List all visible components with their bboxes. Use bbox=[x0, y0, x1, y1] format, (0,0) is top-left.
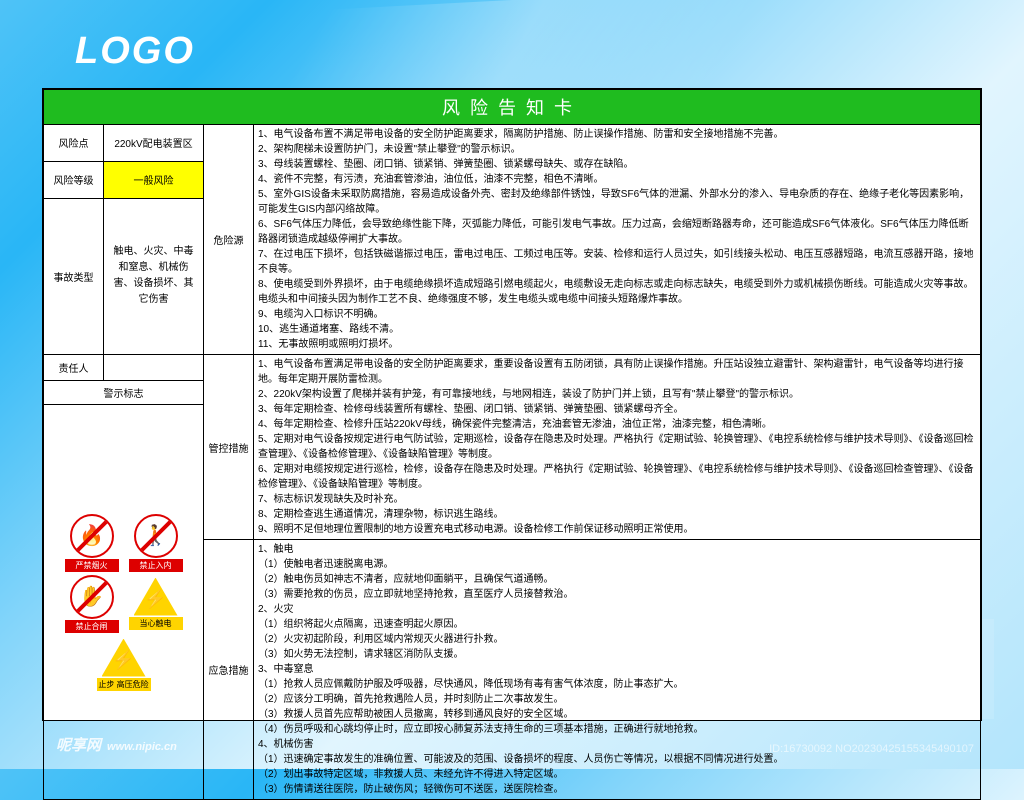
val-accident: 触电、火灾、中毒和窒息、机械伤害、设备损坏、其它伤害 bbox=[104, 198, 204, 354]
risk-card: 风险告知卡 风险点 220kV配电装置区 危险源 1、电气设备布置不满足带电设备… bbox=[42, 88, 982, 721]
label-hazard: 危险源 bbox=[204, 125, 254, 355]
sign-4: ⚡止步 高压危险 bbox=[97, 636, 151, 691]
control-content: 1、电气设备布置满足带电设备的安全防护距离要求，重要设备设置有五防闭锁，具有防止… bbox=[254, 355, 981, 540]
sign-2: ✋禁止合闸 bbox=[65, 575, 119, 633]
sign-1: 🚶禁止入内 bbox=[129, 514, 183, 572]
risk-table: 风险告知卡 风险点 220kV配电装置区 危险源 1、电气设备布置不满足带电设备… bbox=[43, 89, 981, 800]
sign-0: 🔥严禁烟火 bbox=[65, 514, 119, 572]
val-risklevel: 一般风险 bbox=[104, 161, 204, 198]
label-control: 管控措施 bbox=[204, 355, 254, 540]
label-signs: 警示标志 bbox=[44, 381, 204, 405]
card-title: 风险告知卡 bbox=[44, 90, 981, 125]
label-accident: 事故类型 bbox=[44, 198, 104, 354]
val-responsible bbox=[104, 355, 204, 381]
label-risklevel: 风险等级 bbox=[44, 161, 104, 198]
label-emergency: 应急措施 bbox=[204, 540, 254, 800]
logo: LOGO bbox=[75, 30, 195, 73]
emergency-content: 1、触电（1）使触电者迅速脱离电源。（2）触电伤员如神志不清者，应就地仰面躺平，… bbox=[254, 540, 981, 800]
footer-id: ID:16730092 NO20230425155345490107 bbox=[769, 743, 974, 755]
label-riskpoint: 风险点 bbox=[44, 125, 104, 162]
hazard-content: 1、电气设备布置不满足带电设备的安全防护距离要求，隔离防护措施、防止误操作措施、… bbox=[254, 125, 981, 355]
label-responsible: 责任人 bbox=[44, 355, 104, 381]
footer-site: 呢享网www.nipic.cn bbox=[50, 734, 177, 755]
sign-3: ⚡当心触电 bbox=[129, 575, 183, 633]
val-riskpoint: 220kV配电装置区 bbox=[104, 125, 204, 162]
